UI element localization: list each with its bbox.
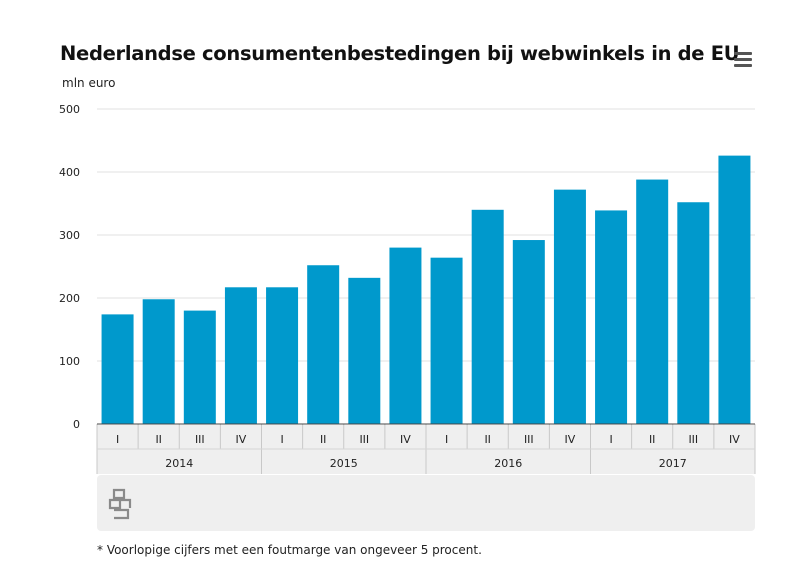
group-label: 2015 <box>330 457 358 470</box>
x-tick-label: I <box>116 433 119 446</box>
y-axis-unit-label: mln euro <box>62 76 116 90</box>
x-tick-label: IV <box>565 433 576 446</box>
y-tick-label: 500 <box>59 103 80 116</box>
chart-title: Nederlandse consumentenbestedingen bij w… <box>60 42 740 65</box>
y-tick-label: 300 <box>59 229 80 242</box>
x-tick-label: III <box>688 433 698 446</box>
x-tick-label: IV <box>400 433 411 446</box>
x-tick-label: II <box>155 433 162 446</box>
group-label: 2016 <box>494 457 522 470</box>
bar <box>348 277 381 424</box>
x-tick-label: I <box>609 433 612 446</box>
bar <box>636 179 669 424</box>
bar <box>595 210 628 424</box>
bar <box>266 287 299 424</box>
bar <box>307 265 340 424</box>
y-tick-label: 200 <box>59 292 80 305</box>
y-tick-label: 100 <box>59 355 80 368</box>
cbs-logo-icon <box>108 488 132 524</box>
bar <box>430 257 463 424</box>
group-label: 2017 <box>659 457 687 470</box>
x-tick-label: III <box>359 433 369 446</box>
x-tick-label: IV <box>729 433 740 446</box>
logo-band <box>97 475 755 531</box>
x-tick-label: III <box>195 433 205 446</box>
hamburger-menu-icon[interactable] <box>732 50 754 68</box>
x-tick-label: II <box>649 433 656 446</box>
bar <box>677 202 710 424</box>
bar <box>718 155 751 424</box>
footnote: * Voorlopige cijfers met een foutmarge v… <box>97 543 482 557</box>
bar <box>471 209 504 424</box>
y-tick-label: 400 <box>59 166 80 179</box>
bar <box>101 314 134 424</box>
x-tick-label: II <box>484 433 491 446</box>
x-tick-label: IV <box>236 433 247 446</box>
x-tick-label: III <box>524 433 534 446</box>
x-tick-label: I <box>280 433 283 446</box>
x-tick-label: II <box>320 433 327 446</box>
y-tick-label: 0 <box>73 418 80 431</box>
x-tick-label: I <box>445 433 448 446</box>
bar <box>142 299 175 424</box>
bar <box>553 189 586 424</box>
bar <box>512 240 545 424</box>
bar <box>183 310 216 424</box>
bar <box>389 247 422 424</box>
group-label: 2014 <box>165 457 193 470</box>
bar <box>224 287 257 424</box>
